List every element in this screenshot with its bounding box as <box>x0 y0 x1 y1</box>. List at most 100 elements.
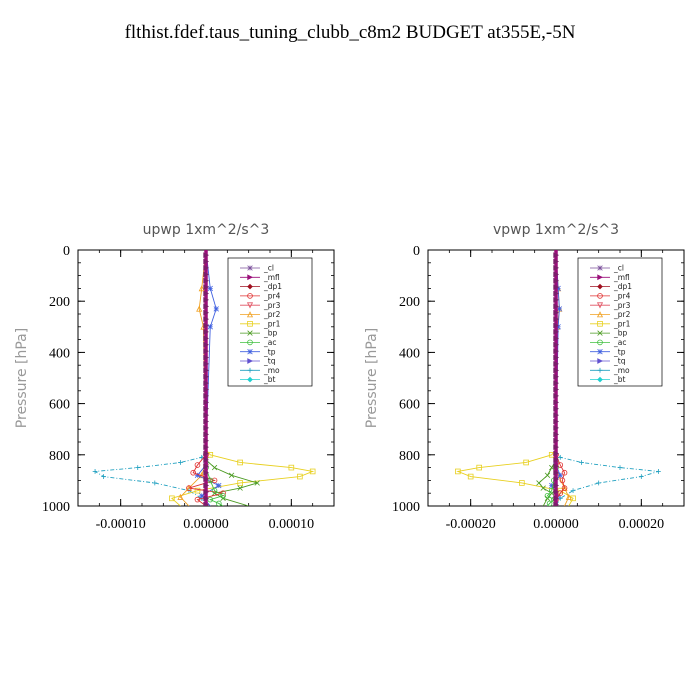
data-point <box>596 480 602 486</box>
legend-item: _tq <box>590 357 626 366</box>
data-point <box>546 500 553 506</box>
data-point <box>211 487 218 494</box>
legend-label: _pr4 <box>263 292 281 301</box>
data-point <box>203 393 210 399</box>
data-point <box>254 480 260 486</box>
data-point <box>190 469 197 476</box>
data-point <box>467 473 474 480</box>
data-point <box>561 469 568 476</box>
legend-marker <box>597 274 604 281</box>
data-point <box>553 501 560 506</box>
data-point <box>228 472 235 478</box>
legend-label: _cl <box>613 264 624 273</box>
data-point <box>476 464 482 471</box>
data-point <box>553 489 560 495</box>
data-point <box>553 309 560 316</box>
series-line <box>179 250 207 506</box>
chart-panel-2: vpwp 1xm^2/s^3 Pressure [hPa] 0 200 400 600 80… <box>364 222 685 532</box>
data-point <box>198 285 205 292</box>
data-point <box>553 476 560 483</box>
data-point <box>203 412 210 419</box>
y-axis-label: Pressure [hPa] <box>14 328 30 428</box>
data-point <box>237 480 243 486</box>
data-point <box>207 451 214 458</box>
data-point <box>656 469 661 474</box>
data-point <box>203 367 210 374</box>
legend-label: _bt <box>263 375 276 384</box>
data-point <box>203 354 210 361</box>
data-point <box>211 464 218 471</box>
legend-item: _pr3 <box>590 301 631 310</box>
legend-marker <box>597 283 603 290</box>
data-point <box>203 341 210 348</box>
legend-marker <box>247 320 253 327</box>
legend-marker <box>596 311 604 318</box>
y-tick-label: 800 <box>49 449 70 464</box>
legend-label: _mo <box>613 366 630 375</box>
data-point <box>203 380 210 387</box>
data-point <box>92 469 98 474</box>
data-point <box>207 324 213 330</box>
data-point <box>203 495 210 502</box>
legend-marker <box>597 330 603 336</box>
data-point <box>203 399 210 406</box>
y-tick-label: 200 <box>49 295 70 310</box>
data-point <box>579 460 584 465</box>
data-point <box>216 482 222 489</box>
legend-item: _bp <box>590 329 628 338</box>
legend-marker <box>247 265 253 271</box>
data-point <box>553 418 560 425</box>
data-point <box>553 386 560 393</box>
data-point <box>523 459 529 466</box>
series-line <box>456 250 574 506</box>
legend-item: _pr4 <box>240 292 281 301</box>
legend-item: _pr1 <box>240 319 281 328</box>
data-point <box>203 418 210 425</box>
legend-item: _bt <box>590 375 626 384</box>
legend-label: _tq <box>613 357 626 366</box>
data-point <box>553 437 560 444</box>
x-tick-label: 0.00000 <box>533 517 579 532</box>
legend-label: _pr1 <box>263 319 281 328</box>
legend-marker <box>597 339 603 346</box>
data-point <box>557 462 564 468</box>
data-point <box>553 399 560 406</box>
x-tick-label: 0.00020 <box>619 517 665 532</box>
data-point <box>553 258 560 265</box>
data-point <box>553 265 560 271</box>
data-point <box>553 329 560 335</box>
data-point <box>553 284 560 291</box>
data-point <box>553 303 560 310</box>
y-axis-label: Pressure [hPa] <box>364 328 380 428</box>
data-point <box>216 500 222 506</box>
data-point <box>638 474 644 479</box>
data-point <box>203 335 210 342</box>
y-tick-label: 600 <box>399 398 420 413</box>
data-point <box>194 496 201 503</box>
legend-marker <box>597 320 603 327</box>
legend-label: _bp <box>263 329 278 338</box>
legend-label: _tp <box>613 347 626 356</box>
legend-item: _mo <box>240 366 280 375</box>
legend-item: _pr1 <box>590 319 631 328</box>
legend-item: _tq <box>240 357 276 366</box>
legend-marker <box>597 358 604 364</box>
legend-marker <box>247 339 253 346</box>
panel-title: vpwp 1xm^2/s^3 <box>493 222 619 238</box>
legend-item: _ac <box>590 338 626 347</box>
legend-item: _bt <box>240 375 276 384</box>
data-point <box>553 431 560 438</box>
data-point <box>553 354 560 361</box>
y-tick-label: 200 <box>399 295 420 310</box>
series-line <box>93 250 207 506</box>
data-point <box>178 460 183 465</box>
data-point <box>152 480 158 486</box>
legend-marker <box>596 302 604 309</box>
legend-label: _mfl <box>263 273 280 282</box>
data-point <box>203 425 210 431</box>
legend-label: _ac <box>263 338 276 347</box>
legend-label: _pr2 <box>613 310 631 319</box>
data-point <box>196 305 203 312</box>
legend-marker <box>597 265 603 271</box>
x-tick-label: -0.00020 <box>446 517 496 532</box>
